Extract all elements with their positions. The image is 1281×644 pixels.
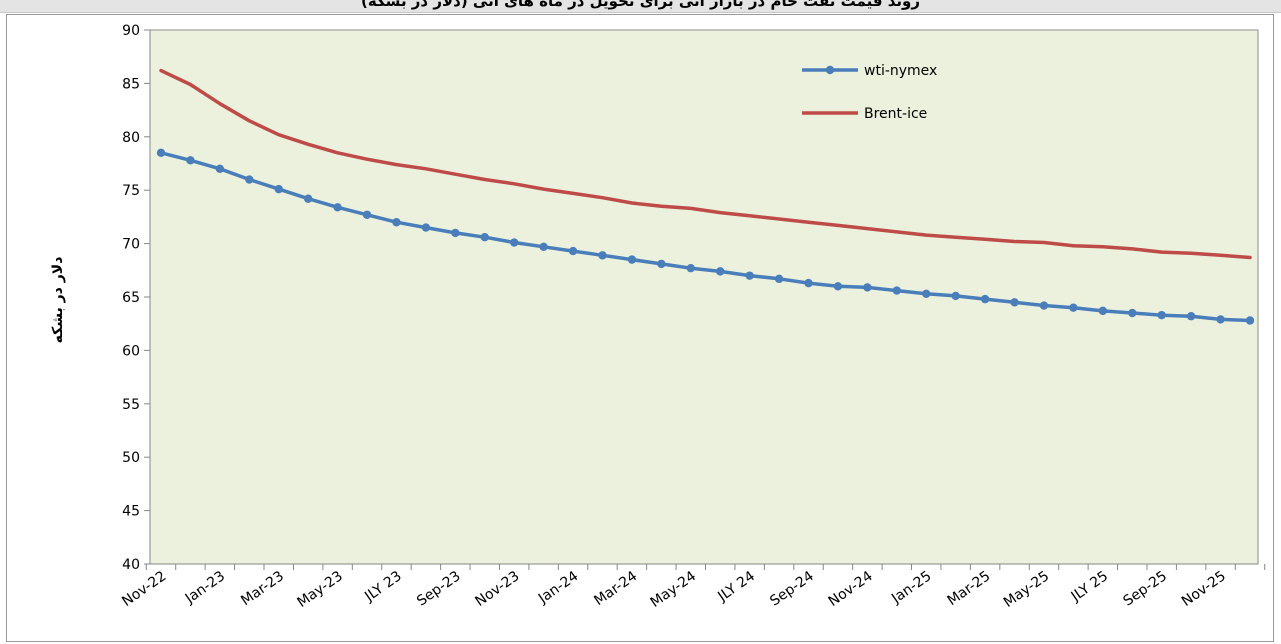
y-tick-label: 40 bbox=[122, 557, 140, 573]
chart-title-bar: روند قیمت نفت خام در بازار آتی برای تحوی… bbox=[0, 0, 1281, 13]
data-point-wti-nymex bbox=[922, 289, 931, 298]
data-point-wti-nymex bbox=[451, 228, 460, 238]
data-point-wti-nymex bbox=[186, 156, 195, 165]
plot-area bbox=[149, 29, 1259, 565]
data-point-wti-nymex bbox=[303, 194, 313, 203]
data-point-wti-nymex bbox=[480, 232, 489, 242]
data-point-wti-nymex bbox=[980, 294, 990, 304]
chart-title: روند قیمت نفت خام در بازار آتی برای تحوی… bbox=[361, 0, 920, 10]
x-tick-label: Sep-25 bbox=[1120, 568, 1170, 609]
y-tick-label: 80 bbox=[122, 130, 140, 146]
data-point-wti-nymex bbox=[274, 184, 283, 194]
data-point-wti-nymex bbox=[1098, 306, 1108, 316]
y-tick-label: 85 bbox=[122, 76, 140, 92]
data-point-wti-nymex bbox=[863, 283, 872, 292]
data-point-wti-nymex bbox=[1186, 312, 1196, 321]
data-point-wti-nymex bbox=[1157, 310, 1166, 320]
data-point-wti-nymex bbox=[804, 278, 813, 288]
x-tick-label: Nov-22 bbox=[119, 568, 169, 610]
data-point-wti-nymex bbox=[1069, 303, 1078, 312]
data-point-wti-nymex bbox=[686, 263, 695, 273]
data-point-wti-nymex bbox=[774, 274, 784, 284]
data-point-wti-nymex bbox=[833, 282, 843, 291]
data-point-wti-nymex bbox=[392, 218, 401, 227]
x-tick-label: May-23 bbox=[294, 568, 345, 611]
y-tick-label: 75 bbox=[122, 183, 140, 199]
data-point-wti-nymex bbox=[657, 259, 666, 269]
x-tick-label: Nov-24 bbox=[826, 568, 876, 610]
data-point-wti-nymex bbox=[1039, 301, 1049, 310]
data-point-wti-nymex bbox=[951, 291, 960, 301]
x-tick-label: May-25 bbox=[1001, 568, 1052, 611]
series-line-wti-nymex bbox=[159, 151, 1252, 323]
data-point-wti-nymex bbox=[539, 242, 548, 252]
series-layer bbox=[156, 68, 1255, 325]
y-tick-label: 90 bbox=[122, 23, 140, 39]
y-axis: 40 45 50 55 60 65 70 75 80 85 90 bbox=[122, 23, 151, 573]
data-point-wti-nymex bbox=[716, 267, 725, 276]
x-tick-label: Jan-25 bbox=[888, 568, 934, 607]
data-point-wti-nymex bbox=[568, 246, 578, 256]
y-axis-label: دلار در بشکه bbox=[50, 257, 66, 344]
data-point-wti-nymex bbox=[1245, 316, 1255, 325]
x-tick-label: Jan-23 bbox=[182, 568, 228, 607]
x-tick-label: JLY 24 bbox=[714, 568, 758, 605]
data-point-wti-nymex bbox=[1010, 298, 1019, 307]
y-tick-label: 70 bbox=[122, 237, 140, 253]
legend-marker-wti-nymex bbox=[825, 65, 835, 75]
x-tick-label: Sep-23 bbox=[414, 568, 464, 609]
legend: wti-nymex Brent-ice bbox=[802, 63, 937, 122]
data-point-wti-nymex bbox=[627, 255, 637, 264]
x-tick-label: Sep-24 bbox=[767, 568, 817, 609]
y-tick-label: 65 bbox=[122, 290, 140, 306]
x-tick-label: May-24 bbox=[648, 568, 699, 611]
y-tick-label: 45 bbox=[122, 504, 140, 520]
y-tick-label: 60 bbox=[122, 343, 140, 359]
data-point-wti-nymex bbox=[333, 203, 342, 212]
x-tick-label: Mar-23 bbox=[238, 568, 287, 609]
x-tick-label: Nov-23 bbox=[472, 568, 522, 610]
y-tick-label: 50 bbox=[122, 450, 140, 466]
x-tick-label: JLY 25 bbox=[1068, 568, 1111, 605]
y-tick-label: 55 bbox=[122, 397, 140, 413]
data-point-wti-nymex bbox=[362, 210, 372, 219]
data-point-wti-nymex bbox=[892, 286, 902, 295]
data-point-wti-nymex bbox=[421, 223, 431, 232]
data-point-wti-nymex bbox=[245, 175, 254, 184]
legend-label-Brent-ice: Brent-ice bbox=[864, 106, 927, 122]
legend-label-wti-nymex: wti-nymex bbox=[864, 63, 937, 79]
x-tick-label: JLY 23 bbox=[361, 568, 404, 605]
data-point-wti-nymex bbox=[1128, 308, 1137, 318]
x-tick-label: Mar-24 bbox=[591, 568, 640, 609]
x-tick-label: Jan-24 bbox=[535, 568, 581, 607]
data-point-wti-nymex bbox=[509, 238, 519, 247]
data-point-wti-nymex bbox=[598, 251, 607, 260]
data-point-wti-nymex bbox=[1216, 315, 1225, 324]
data-point-wti-nymex bbox=[156, 148, 166, 158]
x-tick-label: Nov-25 bbox=[1179, 568, 1229, 610]
data-point-wti-nymex bbox=[745, 271, 754, 280]
series-line-Brent-ice bbox=[159, 68, 1252, 260]
data-point-wti-nymex bbox=[215, 164, 225, 174]
x-axis: Nov-22 Jan-23 Mar-23 May-23 JLY 23 Sep-23 Nov-… bbox=[119, 563, 1266, 611]
x-tick-label: Mar-25 bbox=[945, 568, 994, 609]
